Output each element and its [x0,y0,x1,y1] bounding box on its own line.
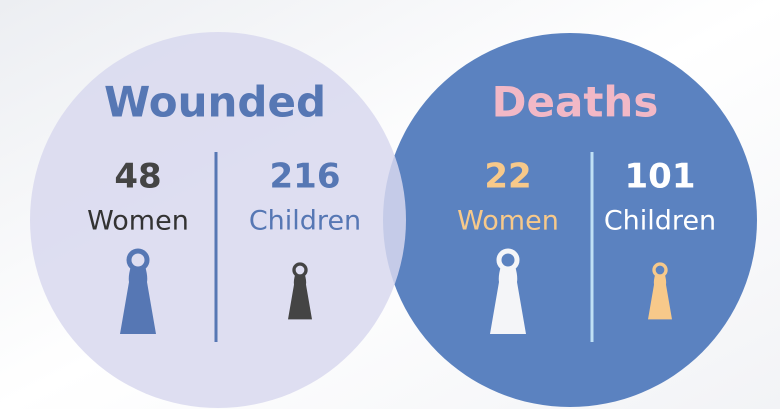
section-title: Deaths [492,78,659,127]
count: 22 [484,157,531,197]
count-label: Women [457,206,559,237]
count-label: Children [604,206,716,237]
count-label: Children [249,206,361,237]
count-label: Women [87,206,189,237]
section-title: Wounded [104,78,326,127]
count: 216 [270,157,341,197]
count: 101 [625,157,696,197]
count: 48 [114,157,161,197]
